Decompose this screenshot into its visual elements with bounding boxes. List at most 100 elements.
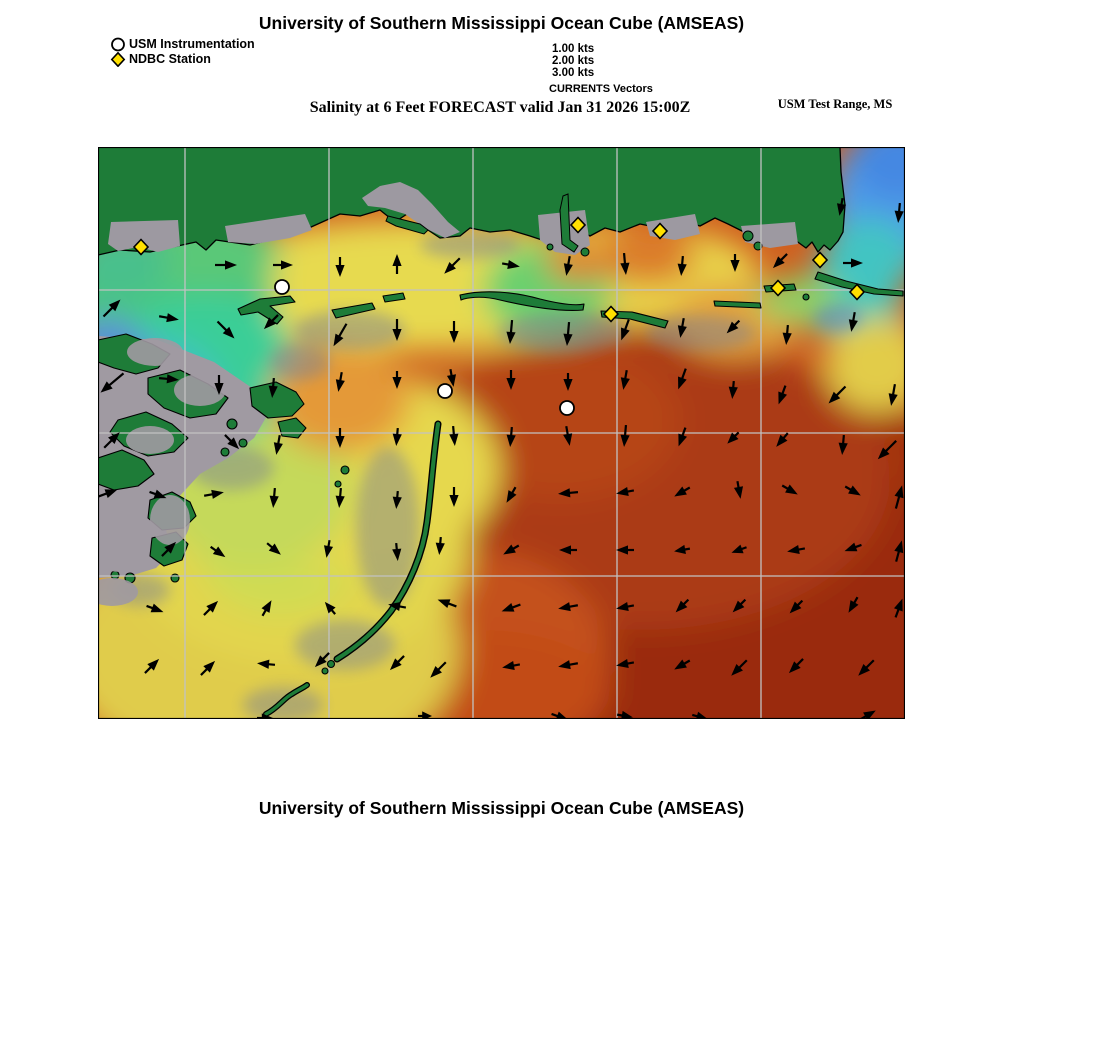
current-arrow [506, 319, 516, 344]
current-arrow [621, 319, 630, 341]
current-arrow [728, 380, 738, 399]
lat-label-right: 29°30' [911, 714, 942, 726]
current-arrow [501, 602, 521, 612]
current-arrow [674, 544, 691, 554]
current-arrow [558, 660, 579, 670]
legend-label-usm: USM Instrumentation [129, 37, 255, 51]
lat-label-left: 29°45' [62, 571, 93, 583]
current-arrow [268, 377, 278, 398]
legend-item-usm: USM Instrumentation [110, 37, 255, 52]
usm-station-marker [274, 279, 290, 295]
current-arrow [781, 484, 798, 495]
current-arrow [506, 426, 516, 447]
current-arrow [203, 489, 224, 499]
current-arrow [844, 485, 861, 496]
current-arrow [333, 323, 348, 347]
current-arrow [620, 369, 630, 390]
ndbc-station-marker [651, 222, 669, 240]
current-arrow [449, 425, 459, 446]
current-arrow [677, 317, 687, 338]
current-arrow [893, 598, 903, 618]
current-arrow [161, 541, 177, 557]
colorbar-gradient-bar [978, 283, 1001, 587]
ndbc-station-marker [811, 251, 829, 269]
key-arrow-head [875, 44, 893, 54]
current-arrow [563, 255, 573, 276]
current-arrow [430, 661, 447, 678]
current-arrow [858, 659, 875, 676]
station-markers [132, 216, 866, 416]
colorbar-tick-label: 12 [1014, 576, 1028, 590]
lat-label-left: 29°30' [62, 714, 93, 726]
lon-label-top: -89°15' [168, 127, 203, 139]
current-arrow [273, 260, 293, 270]
current-arrow [146, 603, 164, 613]
current-arrow [733, 480, 744, 499]
current-arrow [726, 319, 741, 334]
current-arrow [772, 253, 788, 269]
current-arrow [216, 320, 235, 339]
key-label-1kt: 1.00 kts [552, 42, 595, 55]
current-arrow [215, 260, 237, 270]
current-arrow [263, 314, 279, 330]
current-arrow [782, 324, 792, 345]
current-arrow [266, 542, 281, 555]
current-arrow [501, 259, 520, 270]
current-arrow [389, 655, 405, 671]
lat-label-right: 30°30' [911, 142, 942, 154]
current-arrow [158, 374, 179, 384]
lon-label-top: -88°00' [888, 127, 923, 139]
current-arrow [449, 321, 459, 343]
lat-label-left: 30°00' [62, 428, 93, 440]
current-arrow [323, 539, 334, 558]
current-arrow [435, 536, 445, 555]
current-arrow [437, 599, 457, 609]
current-arrow [224, 434, 240, 450]
current-vector-field [98, 197, 904, 719]
current-arrow [392, 542, 402, 561]
current-arrow [257, 659, 276, 669]
current-arrow [392, 254, 402, 274]
current-arrow [788, 658, 804, 674]
current-arrow [620, 252, 630, 275]
lon-label-bottom: -89°00' [312, 739, 347, 751]
current-arrow [732, 598, 747, 613]
ndbc-station-marker [602, 305, 620, 323]
current-arrow [269, 487, 279, 508]
key-label-2kt: 2.00 kts [552, 54, 595, 67]
colorbar-tick-label: 32 [1014, 339, 1028, 353]
current-arrow [616, 658, 635, 669]
current-arrow [449, 487, 459, 507]
current-arrow [506, 370, 516, 390]
current-arrow [894, 202, 904, 223]
current-arrow [678, 427, 688, 447]
current-arrow [620, 424, 630, 447]
lon-label-bottom: -89°15' [168, 739, 203, 751]
current-arrow [559, 545, 577, 555]
lat-label-right: 30°00' [911, 428, 942, 440]
current-arrow [261, 600, 272, 617]
ndbc-diamond-icon [110, 52, 126, 67]
current-arrow [894, 540, 904, 562]
current-arrow [444, 257, 461, 274]
current-arrow [418, 711, 432, 719]
current-arrow [730, 254, 740, 272]
current-arrow [102, 299, 121, 318]
current-arrow [563, 321, 573, 346]
chandeleur-islands [263, 420, 442, 717]
salinity-map-plot: -89°15' -89°15' -89°00' -89°00' -88°45' -88°4… [62, 44, 1028, 751]
current-arrow [848, 596, 859, 613]
colorbar-tick-label: 27 [1014, 398, 1028, 412]
current-arrow [335, 487, 345, 508]
lon-label-bottom: -88°00' [888, 739, 923, 751]
lon-label-top: -89°00' [312, 127, 347, 139]
ndbc-station-marker [132, 238, 150, 256]
region-label: USM Test Range, MS [777, 97, 893, 111]
current-arrow [446, 368, 457, 387]
lon-label-top: -88°45' [456, 127, 491, 139]
lon-label-bottom: -88°15' [744, 739, 779, 751]
current-arrow [214, 375, 224, 395]
usm-station-marker [559, 400, 575, 416]
current-arrow [273, 434, 283, 455]
